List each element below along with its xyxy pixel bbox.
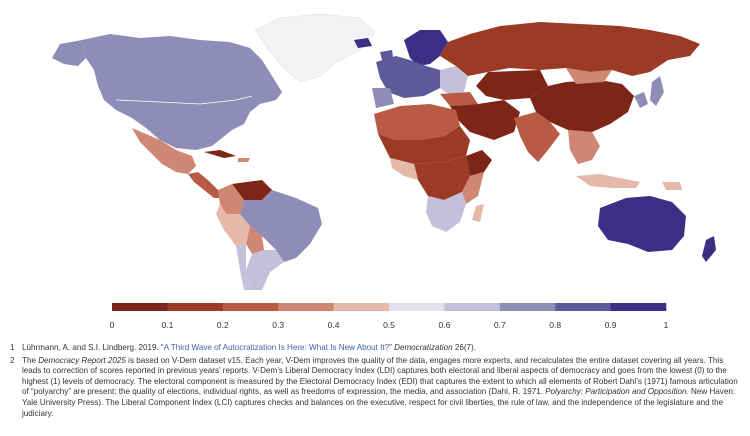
region-central-america — [188, 172, 224, 198]
region-china — [530, 80, 634, 132]
region-png — [662, 182, 682, 190]
region-new-zealand — [702, 236, 716, 262]
region-bolivia — [246, 226, 264, 254]
region-iceland — [354, 38, 372, 48]
region-india — [514, 112, 560, 162]
legend-swatch — [444, 303, 501, 311]
region-southeast-asia — [568, 130, 600, 164]
region-madagascar — [472, 204, 484, 222]
legend-tick-label: 0.3 — [272, 320, 284, 330]
legend-tick-label: 0.1 — [161, 320, 173, 330]
footnotes: 1 Lührmann, A. and S.I. Lindberg. 2019. … — [10, 343, 740, 421]
region-brazil — [240, 190, 322, 262]
legend-swatch — [389, 303, 445, 311]
legend-tick-label: 0.8 — [549, 320, 561, 330]
region-russia — [440, 22, 700, 76]
legend-tick-label: 0 — [110, 320, 115, 330]
region-argentina — [246, 250, 284, 290]
region-west-africa-coast — [390, 158, 418, 180]
region-iberia — [372, 88, 394, 108]
region-chile — [236, 244, 250, 290]
footnote-2: 2 The Democracy Report 2025 is based on … — [10, 356, 740, 420]
region-cuba — [204, 150, 236, 158]
region-colombia — [218, 184, 244, 214]
region-eastern-europe — [440, 66, 468, 94]
region-north-africa — [374, 104, 460, 140]
region-north-america — [82, 34, 282, 150]
legend-tick-label: 0.7 — [494, 320, 506, 330]
footnote-text: The Democracy Report 2025 is based on V-… — [22, 355, 738, 418]
region-sahel — [378, 126, 470, 164]
legend-swatch — [610, 303, 667, 311]
legend-tick-label: 0.6 — [438, 320, 450, 330]
legend-tick-label: 0.2 — [217, 320, 229, 330]
legend-swatch — [333, 303, 390, 311]
region-southern-africa — [426, 192, 466, 232]
region-peru — [216, 204, 250, 246]
legend-swatch — [222, 303, 279, 311]
region-middle-east — [450, 100, 520, 140]
footnote-number: 2 — [10, 355, 15, 365]
region-indonesia — [576, 174, 640, 188]
legend-tick-label: 0.9 — [605, 320, 617, 330]
region-scandinavia — [404, 30, 448, 66]
legend-swatch — [555, 303, 611, 311]
region-horn-of-africa — [466, 150, 492, 176]
region-turkey — [440, 92, 478, 106]
legend-tick-label: 0.5 — [383, 320, 395, 330]
region-greenland — [254, 13, 376, 83]
legend-swatch — [112, 303, 168, 311]
region-central-africa — [414, 156, 470, 200]
legend-swatch — [278, 303, 334, 311]
legend-tick-label: 1 — [664, 320, 669, 330]
region-central-asia — [476, 70, 548, 100]
region-australia — [598, 196, 686, 252]
region-east-africa — [462, 172, 484, 204]
region-uk — [380, 50, 394, 68]
region-venezuela — [232, 180, 272, 200]
region-caribbean — [238, 158, 250, 162]
region-mongolia — [566, 68, 612, 84]
footnote-text: Lührmann, A. and S.I. Lindberg. 2019. “A… — [22, 343, 476, 352]
legend: 0 0.1 0.2 0.3 0.4 0.5 0.6 0.7 0.8 0.9 1 — [110, 303, 669, 330]
footnote-1: 1 Lührmann, A. and S.I. Lindberg. 2019. … — [10, 343, 740, 354]
region-alaska — [52, 40, 86, 66]
border-us-canada — [115, 95, 253, 105]
legend-tick-label: 0.4 — [328, 320, 340, 330]
region-mexico — [132, 128, 196, 174]
footnote-link[interactable]: A Third Wave of Autocratization Is Here:… — [163, 343, 390, 352]
legend-swatch — [167, 303, 224, 311]
region-western-europe — [376, 56, 440, 98]
footnote-number: 1 — [10, 343, 15, 352]
world-map — [52, 13, 716, 290]
region-korea-japan — [634, 76, 664, 108]
legend-swatch — [499, 303, 556, 311]
